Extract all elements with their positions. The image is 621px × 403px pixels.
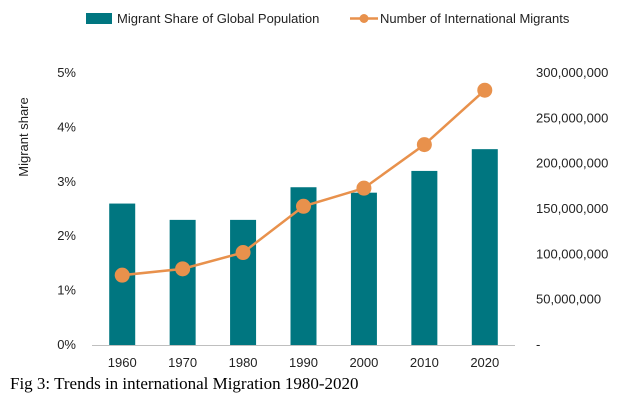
x-tick-label: 1970 <box>168 355 197 370</box>
bar-2020 <box>471 149 498 345</box>
point-1980 <box>235 245 251 261</box>
left-tick-label: 4% <box>57 119 76 134</box>
legend: Migrant Share of Global Population Number… <box>86 11 570 26</box>
right-tick-label: 200,000,000 <box>536 156 608 171</box>
left-tick-label: 1% <box>57 283 76 298</box>
bar-1970 <box>169 219 196 345</box>
figure-caption: Fig 3: Trends in international Migration… <box>10 374 359 393</box>
point-1970 <box>175 261 191 277</box>
bar-series <box>109 149 498 345</box>
x-axis-labels: 1960 1970 1980 1990 2000 2010 2020 <box>108 355 499 370</box>
line-series <box>114 82 493 283</box>
point-2010 <box>416 137 432 153</box>
x-tick-label: 1960 <box>108 355 137 370</box>
x-tick-label: 2000 <box>349 355 378 370</box>
left-tick-label: 5% <box>57 65 76 80</box>
right-tick-label: 150,000,000 <box>536 201 608 216</box>
left-tick-label: 0% <box>57 337 76 352</box>
right-tick-label: 250,000,000 <box>536 110 608 125</box>
x-tick-label: 2020 <box>470 355 499 370</box>
bar-2000 <box>350 192 377 345</box>
right-tick-label: - <box>536 337 540 352</box>
x-tick-label: 1980 <box>229 355 258 370</box>
legend-label-bar: Migrant Share of Global Population <box>117 11 319 26</box>
x-tick-label: 1990 <box>289 355 318 370</box>
left-tick-label: 2% <box>57 228 76 243</box>
right-axis: - 50,000,000 100,000,000 150,000,000 200,000… <box>536 65 608 352</box>
left-axis: 0% 1% 2% 3% 4% 5% <box>57 65 76 352</box>
point-1960 <box>114 267 130 283</box>
right-tick-label: 100,000,000 <box>536 246 608 261</box>
bar-1980 <box>230 219 257 345</box>
bar-2010 <box>411 170 438 345</box>
left-tick-label: 3% <box>57 174 76 189</box>
point-2020 <box>477 82 493 98</box>
right-tick-label: 50,000,000 <box>536 292 601 307</box>
point-1990 <box>296 198 311 214</box>
right-tick-label: 300,000,000 <box>536 65 608 80</box>
left-axis-title: Migrant share <box>16 97 31 176</box>
legend-swatch-marker <box>359 14 369 23</box>
legend-swatch-bar <box>86 13 112 24</box>
point-2000 <box>356 180 372 196</box>
legend-label-line: Number of International Migrants <box>380 11 570 26</box>
x-tick-label: 2010 <box>410 355 439 370</box>
